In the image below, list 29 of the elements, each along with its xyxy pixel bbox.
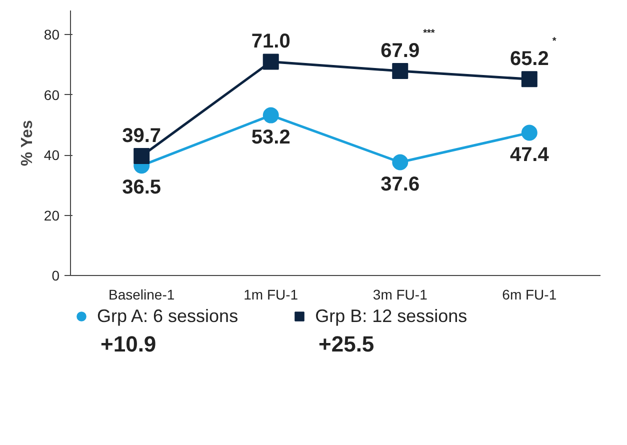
y-tick-label: 60 bbox=[44, 86, 60, 103]
point bbox=[262, 54, 279, 70]
legend-label: Grp B: 12 sessions bbox=[315, 306, 468, 326]
text: +10.9 bbox=[100, 332, 156, 356]
x-tick-label: 6m FU-1 bbox=[502, 286, 557, 302]
data-label: 37.6 bbox=[380, 173, 420, 196]
y-tick-label: 80 bbox=[44, 26, 60, 43]
point bbox=[262, 107, 279, 124]
data-label: 53.2 bbox=[251, 126, 290, 148]
point bbox=[521, 71, 538, 88]
point bbox=[392, 63, 408, 80]
x-tick-label: 1m FU-1 bbox=[244, 286, 298, 302]
data-label: 47.4 bbox=[510, 144, 550, 166]
legend-label: Grp A: 6 sessions bbox=[97, 306, 238, 326]
y-axis-title: % Yes bbox=[18, 120, 36, 166]
y-tick-label: 20 bbox=[44, 207, 60, 224]
x-tick-label: Baseline-1 bbox=[108, 286, 175, 302]
data-label: 67.9*** bbox=[380, 28, 435, 62]
data-label: 39.7 bbox=[122, 124, 162, 147]
data-label: 71.0 bbox=[251, 30, 290, 53]
y-tick-label: 40 bbox=[44, 147, 60, 164]
y-tick-label: 0 bbox=[52, 268, 60, 284]
point bbox=[392, 154, 408, 170]
x-tick-label: 3m FU-1 bbox=[372, 286, 428, 302]
text: +25.5 bbox=[318, 332, 374, 356]
point bbox=[134, 148, 150, 164]
data-label: 36.5 bbox=[122, 176, 162, 199]
data-label: 65.2* bbox=[510, 36, 556, 70]
point bbox=[521, 124, 538, 141]
